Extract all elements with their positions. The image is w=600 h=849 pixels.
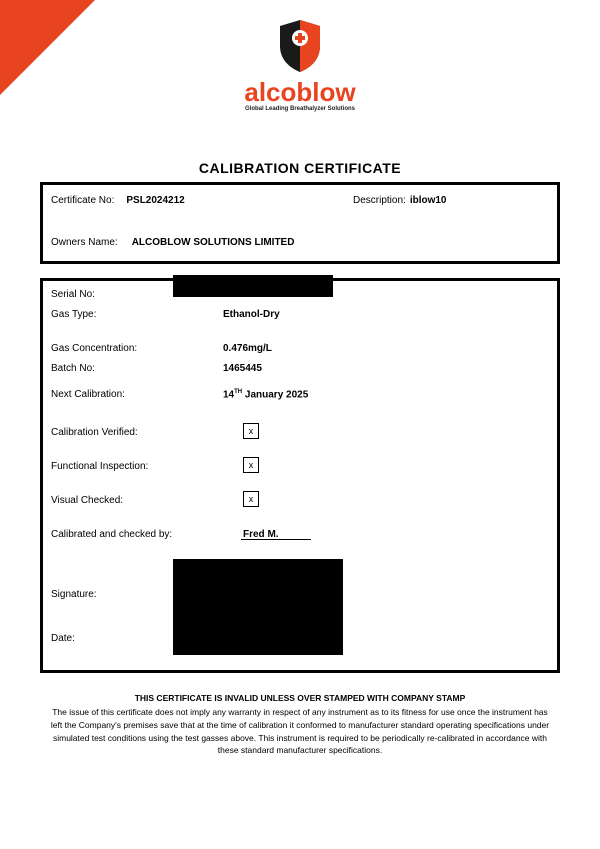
batch-value: 1465445 <box>223 363 262 374</box>
footer-heading: THIS CERTIFICATE IS INVALID UNLESS OVER … <box>50 693 550 703</box>
serial-label: Serial No: <box>51 289 95 300</box>
header-box: Certificate No: PSL2024212 Description: … <box>40 182 560 264</box>
checked-by-label: Calibrated and checked by: <box>51 529 172 540</box>
owner-label: Owners Name: <box>51 237 118 248</box>
cal-verified-checkbox: x <box>243 423 259 439</box>
logo: alcoblow Global Leading Breathalyzer Sol… <box>0 20 600 112</box>
cert-no-label: Certificate No: <box>51 195 114 206</box>
func-insp-checkbox: x <box>243 457 259 473</box>
cert-no-value: PSL2024212 <box>126 195 184 206</box>
owner-value: ALCOBLOW SOLUTIONS LIMITED <box>132 237 295 248</box>
cal-verified-label: Calibration Verified: <box>51 427 138 438</box>
func-insp-label: Functional Inspection: <box>51 461 148 472</box>
signature-redacted <box>173 559 343 655</box>
date-label: Date: <box>51 633 75 644</box>
desc-label: Description: <box>353 195 406 206</box>
brand-name: alcoblow <box>0 77 600 108</box>
serial-redacted <box>173 275 333 297</box>
signature-label: Signature: <box>51 589 97 600</box>
checked-by-underline <box>241 539 311 540</box>
footer: THIS CERTIFICATE IS INVALID UNLESS OVER … <box>50 693 550 757</box>
next-cal-label: Next Calibration: <box>51 389 125 400</box>
gas-type-label: Gas Type: <box>51 309 96 320</box>
page-title: CALIBRATION CERTIFICATE <box>0 160 600 176</box>
gas-type-value: Ethanol-Dry <box>223 309 280 320</box>
next-cal-value: 14TH January 2025 <box>223 389 308 400</box>
tagline: Global Leading Breathalyzer Solutions <box>0 106 600 112</box>
batch-label: Batch No: <box>51 363 95 374</box>
visual-label: Visual Checked: <box>51 495 123 506</box>
gas-conc-label: Gas Concentration: <box>51 343 137 354</box>
gas-conc-value: 0.476mg/L <box>223 343 272 354</box>
footer-body: The issue of this certificate does not i… <box>50 706 550 757</box>
visual-checkbox: x <box>243 491 259 507</box>
desc-value: iblow10 <box>410 195 447 206</box>
shield-icon <box>278 20 322 72</box>
details-box: Serial No: Gas Type: Ethanol-Dry Gas Con… <box>40 278 560 673</box>
